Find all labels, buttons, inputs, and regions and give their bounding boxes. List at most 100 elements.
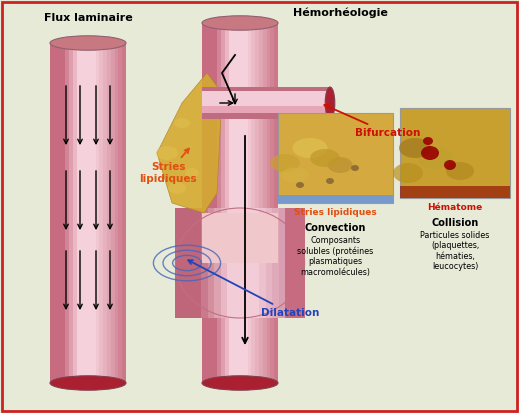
Ellipse shape (421, 146, 439, 160)
Bar (88, 43, 92, 383)
Bar (118, 43, 122, 383)
Bar (115, 43, 118, 383)
Text: Composants
solubles (protéines
plasmatiques
macromolécules): Composants solubles (protéines plasmatiq… (297, 236, 374, 277)
Ellipse shape (310, 149, 340, 167)
Bar (228, 23, 233, 383)
Bar (236, 23, 240, 383)
Bar (202, 93, 330, 95)
Bar (253, 208, 260, 318)
Ellipse shape (156, 146, 178, 160)
Text: Hémorhéologie: Hémorhéologie (293, 7, 388, 18)
Text: Stries lipidiques: Stries lipidiques (294, 208, 377, 217)
Bar (221, 23, 225, 383)
Ellipse shape (393, 163, 423, 183)
Bar (234, 208, 240, 318)
Bar (202, 87, 330, 89)
Bar (202, 97, 330, 100)
Ellipse shape (423, 137, 433, 145)
Bar (208, 208, 214, 318)
Bar (202, 89, 330, 91)
Ellipse shape (399, 138, 431, 158)
Bar (122, 43, 126, 383)
Bar (65, 43, 69, 383)
Bar (400, 186, 510, 198)
Bar (270, 23, 274, 383)
Bar (255, 23, 259, 383)
Bar (217, 23, 221, 383)
Bar (267, 23, 270, 383)
Ellipse shape (444, 160, 456, 170)
Bar (202, 115, 330, 117)
Bar (61, 43, 65, 383)
Bar (240, 208, 247, 318)
Text: Bifurcation: Bifurcation (324, 105, 420, 138)
Text: Collision: Collision (431, 218, 479, 228)
Bar (210, 23, 213, 383)
Ellipse shape (174, 118, 190, 128)
Text: Flux laminaire: Flux laminaire (44, 13, 132, 23)
Bar (202, 104, 330, 106)
Bar (240, 23, 244, 383)
Bar (58, 43, 61, 383)
Ellipse shape (296, 182, 304, 188)
Bar (221, 208, 227, 318)
Bar (84, 43, 88, 383)
Bar (278, 195, 393, 203)
Bar (274, 23, 278, 383)
Bar (202, 23, 206, 383)
Ellipse shape (50, 376, 126, 390)
Bar (279, 208, 285, 318)
Text: Dilatation: Dilatation (188, 260, 319, 318)
Ellipse shape (50, 36, 126, 50)
Bar (77, 43, 80, 383)
Bar (260, 208, 266, 318)
Bar (298, 208, 305, 318)
Bar (107, 43, 111, 383)
Bar (202, 113, 330, 115)
Bar (92, 43, 95, 383)
Bar (202, 108, 330, 110)
Ellipse shape (270, 154, 300, 172)
Text: Convection: Convection (305, 223, 366, 233)
Bar (202, 213, 278, 263)
Text: Stries
lipidiques: Stries lipidiques (139, 149, 197, 184)
Bar (50, 43, 54, 383)
Bar (202, 95, 330, 97)
Bar (202, 100, 330, 102)
Bar (69, 43, 73, 383)
Bar (201, 208, 208, 318)
Ellipse shape (417, 147, 453, 169)
Ellipse shape (351, 165, 359, 171)
Bar (227, 208, 234, 318)
Ellipse shape (202, 376, 278, 390)
Bar (195, 208, 201, 318)
Ellipse shape (446, 162, 474, 180)
Bar (248, 23, 251, 383)
Bar (175, 208, 182, 318)
Bar (73, 43, 77, 383)
Bar (263, 23, 267, 383)
Bar (80, 43, 84, 383)
Ellipse shape (168, 182, 186, 194)
Bar (214, 208, 221, 318)
Text: Particules solides
(plaquettes,
hématies,
leucocytes): Particules solides (plaquettes, hématies… (420, 231, 490, 271)
Bar (278, 113, 393, 203)
Bar (213, 23, 217, 383)
Bar (202, 91, 330, 93)
Bar (111, 43, 115, 383)
Bar (202, 110, 330, 113)
Bar (103, 43, 107, 383)
Bar (285, 208, 292, 318)
Bar (100, 43, 103, 383)
Bar (182, 208, 188, 318)
Ellipse shape (326, 178, 334, 184)
Bar (292, 208, 298, 318)
Bar (188, 208, 195, 318)
Ellipse shape (281, 168, 309, 183)
Bar (202, 106, 330, 108)
Bar (272, 208, 279, 318)
Ellipse shape (293, 138, 327, 158)
Bar (202, 117, 330, 119)
Bar (259, 23, 263, 383)
Ellipse shape (325, 87, 335, 119)
